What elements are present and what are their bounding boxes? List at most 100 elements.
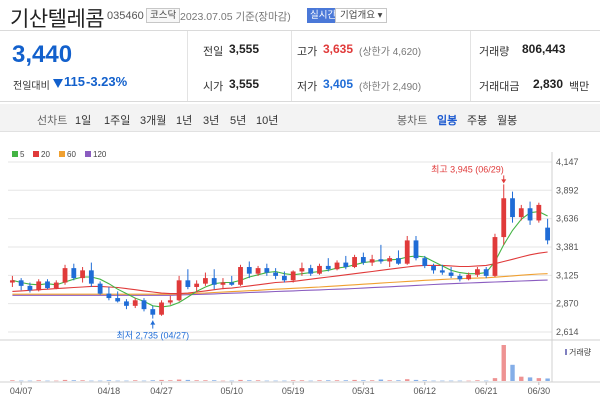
volume-bar [334,380,340,381]
candle-body [62,268,68,283]
range-1w[interactable]: 1주일 [104,115,131,127]
candle-body [255,268,261,274]
volume-bar [422,380,427,381]
legend-label: 120 [93,150,107,159]
candle-body [150,309,156,315]
volume-bar [448,380,454,382]
candle-body [203,278,208,284]
volume-bar [194,380,199,381]
candle-body [281,275,287,281]
range-3y[interactable]: 3년 [203,115,220,127]
ma5-line [12,211,548,308]
volume-bar [159,379,164,381]
candle-body [97,283,103,294]
candle-body [457,275,463,280]
candle-body [518,208,524,218]
date-axis: 04/07 04/18 04/27 05/10 05/19 05/31 06/12 06/21… [10,382,550,396]
stock-header: 기산텔레콤 035460 코스닥 2023.07.05 기준(장마감) 실시간 … [0,0,600,31]
volume-bar [150,380,155,381]
volume-legend-swatch [565,349,567,355]
high-cell: 고가 3,635 (상한가 4,620) [292,31,470,66]
range-1y[interactable]: 1년 [176,115,193,127]
price-chart[interactable]: 5 20 60 120 최고 3,945 (06/29) 최저 2,735 (04/27… [0,132,600,409]
arrow-up-icon [150,320,156,325]
candle-body [431,265,436,271]
volume-bar [211,380,217,381]
open-label: 시가 [203,81,224,93]
legend-label: 60 [67,150,76,159]
date-tick-label: 06/30 [528,386,551,396]
volume-bar [27,380,33,382]
legend-swatch [12,151,18,157]
candle-body [492,237,498,276]
candle-body [176,280,182,301]
chart-grid [0,152,600,383]
candle-weekly[interactable]: 주봉 [467,115,488,127]
volume-bar [396,380,401,381]
candle-body [88,270,94,284]
volume-bar [264,380,270,382]
volume-bar [71,380,77,381]
change-percent: -3.23% [86,74,128,89]
candle-body [510,198,515,218]
current-price: 3,440 [12,41,73,68]
candle-body [71,268,77,279]
range-5y[interactable]: 5년 [230,115,247,127]
change-value: 115 [64,74,85,89]
candle-body [273,272,279,276]
volume-bar [299,380,305,381]
candle-body [501,198,507,238]
candle-body [159,302,164,315]
realtime-button[interactable]: 실시간 [307,8,340,23]
volume-bar [141,380,147,382]
volume-bar [45,380,50,382]
candle-body [527,208,533,221]
candle-body [360,257,366,263]
candle-body [132,300,138,306]
volume-bar [247,380,252,381]
candle-body [352,257,357,268]
candle-monthly[interactable]: 월봉 [497,115,518,127]
candle-body [290,271,296,281]
legend-swatch [59,151,65,157]
candle-body [317,265,322,274]
volume-bar [97,380,103,382]
volume-bar [483,380,489,382]
volume-bar [317,380,322,381]
candle-daily[interactable]: 일봉 [437,115,458,127]
candle-body [404,240,410,264]
volume-bar [352,379,357,381]
candle-body [229,282,235,285]
volume-bar [290,380,296,381]
range-1d[interactable]: 1일 [75,115,92,127]
volume-cell: 거래량 806,443 [471,31,600,66]
company-overview-button[interactable]: 기업개요 ▾ [335,8,388,23]
range-10y[interactable]: 10년 [256,115,279,127]
candle-body [45,281,50,289]
volume-bar [431,380,436,382]
date-value: 2023.07.05 [180,11,233,23]
range-3m[interactable]: 3개월 [140,115,167,127]
chart-annotations: 최고 3,945 (06/29) 최저 2,735 (04/27) [116,164,507,341]
volume-label: 거래량 [569,347,592,357]
divider [470,31,471,101]
volume-bar [501,345,506,381]
volume-bar [413,379,419,381]
market-badge: 코스닥 [146,8,181,23]
prev-close-value: 3,555 [229,42,260,56]
chart-range-bar: 선차트 1일 1주일 3개월 1년 3년 5년 10년 봉차트 일봉 주봉 월봉 [0,104,600,132]
candle-body [141,300,147,310]
price-tick-label: 4,147 [556,157,579,167]
volume-bar [185,379,191,381]
volume-bar [440,380,445,382]
volume-label: 거래량 [479,46,510,58]
line-chart-label: 선차트 [37,115,68,127]
volume-bar [466,380,471,382]
volume-bar [536,378,542,381]
candles [9,184,551,319]
volume-bar [168,380,173,381]
date-tick-label: 04/18 [98,386,121,396]
volume-bar [405,379,410,381]
volume-bar [124,380,129,382]
moving-average-lines [12,211,548,308]
